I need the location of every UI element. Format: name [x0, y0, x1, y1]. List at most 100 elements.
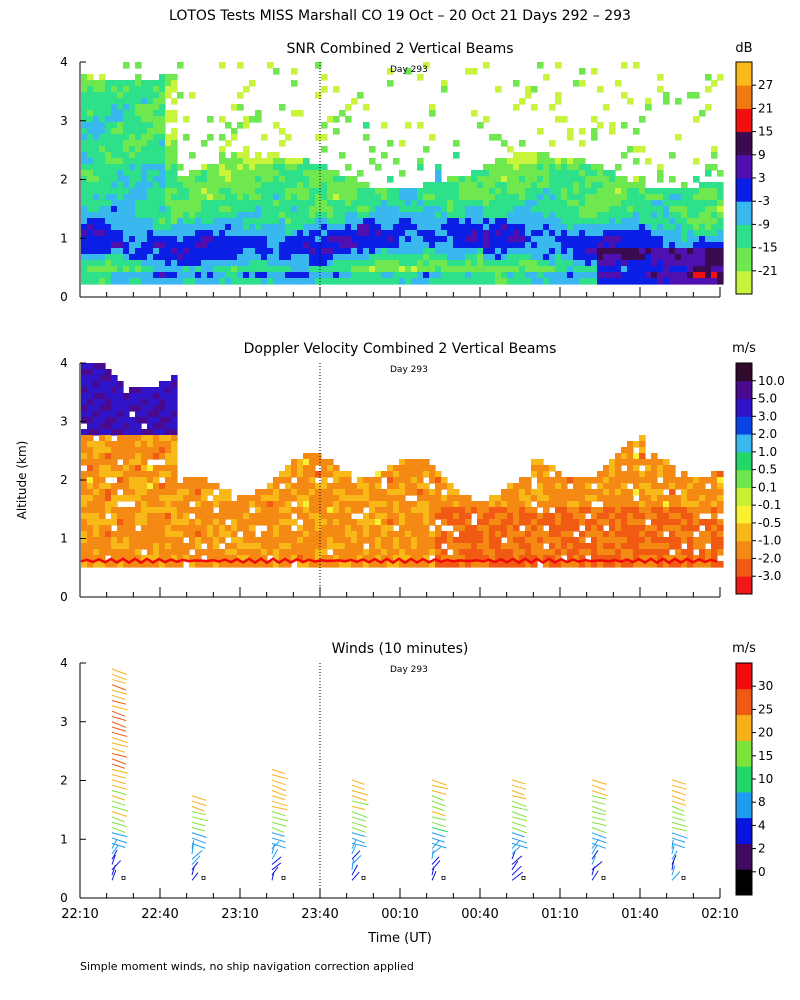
- snr-cell: [165, 236, 172, 243]
- doppler-cell: [93, 495, 100, 502]
- doppler-cell: [525, 483, 532, 490]
- wind-barb: [111, 668, 127, 675]
- snr-cell: [153, 218, 160, 225]
- snr-cell: [81, 86, 88, 93]
- snr-cell: [363, 230, 370, 237]
- doppler-cell: [525, 561, 532, 568]
- snr-cell: [99, 134, 106, 141]
- doppler-cell: [375, 549, 382, 556]
- doppler-cell: [663, 537, 670, 544]
- snr-cell: [471, 224, 478, 231]
- doppler-cell: [159, 507, 166, 514]
- snr-cell: [405, 266, 412, 273]
- snr-cell: [507, 176, 514, 183]
- snr-cell: [201, 242, 208, 249]
- snr-cell: [243, 254, 250, 261]
- snr-cell: [483, 176, 490, 183]
- snr-cell: [117, 224, 124, 231]
- snr-cell: [561, 170, 568, 177]
- doppler-cell: [171, 423, 178, 430]
- snr-cell: [585, 200, 592, 207]
- snr-cell: [279, 104, 286, 111]
- doppler-cell: [675, 549, 682, 556]
- snr-cell: [633, 158, 640, 165]
- doppler-cell: [711, 477, 718, 484]
- snr-cell: [87, 170, 94, 177]
- snr-cell: [303, 158, 310, 165]
- doppler-cell: [693, 525, 700, 532]
- snr-colorbar-label: 21: [758, 101, 773, 115]
- snr-cell: [99, 224, 106, 231]
- snr-cell: [717, 200, 724, 207]
- snr-cell: [153, 236, 160, 243]
- snr-cell: [315, 188, 322, 195]
- doppler-cell: [87, 519, 94, 526]
- doppler-cell: [219, 537, 226, 544]
- doppler-cell: [429, 465, 436, 472]
- snr-cell: [363, 200, 370, 207]
- snr-cell: [117, 116, 124, 123]
- snr-cell: [501, 224, 508, 231]
- doppler-cell: [339, 495, 346, 502]
- doppler-cell: [81, 405, 88, 412]
- doppler-cell: [231, 513, 238, 520]
- snr-cell: [633, 230, 640, 237]
- snr-cell: [219, 116, 226, 123]
- doppler-cell: [105, 519, 112, 526]
- doppler-cell: [435, 489, 442, 496]
- doppler-cell: [327, 507, 334, 514]
- snr-cell: [189, 242, 196, 249]
- doppler-cell: [225, 549, 232, 556]
- doppler-cell: [153, 387, 160, 394]
- snr-cell: [303, 278, 310, 285]
- snr-cell: [705, 224, 712, 231]
- doppler-cell: [447, 519, 454, 526]
- snr-cell: [249, 206, 256, 213]
- doppler-cell: [459, 507, 466, 514]
- snr-cell: [537, 128, 544, 135]
- snr-cell: [81, 116, 88, 123]
- doppler-cell: [453, 537, 460, 544]
- snr-cell: [447, 224, 454, 231]
- snr-cell: [381, 278, 388, 285]
- snr-cell: [243, 176, 250, 183]
- snr-cell: [159, 236, 166, 243]
- doppler-colorbar-label: -2.0: [758, 551, 781, 565]
- snr-cell: [603, 188, 610, 195]
- snr-cell: [177, 182, 184, 189]
- snr-cell: [519, 194, 526, 201]
- doppler-cell: [633, 555, 640, 562]
- doppler-cell: [201, 513, 208, 520]
- snr-cell: [411, 272, 418, 279]
- doppler-cell: [579, 537, 586, 544]
- snr-cell: [135, 278, 142, 285]
- doppler-cell: [483, 555, 490, 562]
- doppler-cell: [99, 375, 106, 382]
- doppler-cell: [519, 477, 526, 484]
- snr-cell: [327, 176, 334, 183]
- doppler-cell: [453, 543, 460, 550]
- doppler-cell: [675, 555, 682, 562]
- snr-cell: [123, 212, 130, 219]
- doppler-cell: [93, 483, 100, 490]
- doppler-cell: [285, 501, 292, 508]
- doppler-cell: [189, 519, 196, 526]
- doppler-cell: [459, 537, 466, 544]
- doppler-cell: [423, 513, 430, 520]
- doppler-cell: [117, 399, 124, 406]
- snr-cell: [585, 242, 592, 249]
- doppler-cell: [381, 507, 388, 514]
- doppler-cell: [99, 417, 106, 424]
- doppler-cell: [321, 561, 328, 568]
- snr-cell: [573, 236, 580, 243]
- wind-barb: [591, 821, 607, 827]
- snr-cell: [99, 158, 106, 165]
- doppler-cell: [111, 555, 118, 562]
- snr-cell: [147, 170, 154, 177]
- doppler-cell: [255, 501, 262, 508]
- snr-cell: [147, 266, 154, 273]
- snr-cell: [609, 182, 616, 189]
- snr-cell: [417, 194, 424, 201]
- snr-cell: [255, 206, 262, 213]
- wind-colorbar-label: 4: [758, 818, 766, 832]
